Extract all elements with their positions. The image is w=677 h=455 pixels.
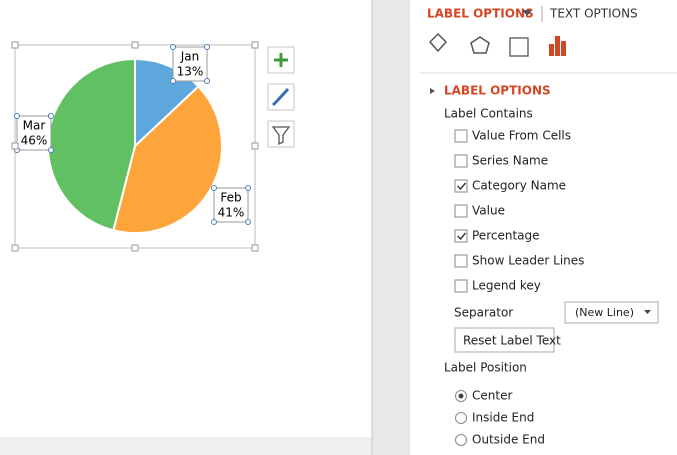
label-handle: [211, 185, 217, 191]
label-handle: [14, 113, 20, 119]
pane-gutter: [372, 0, 410, 455]
data-label-category: Mar: [23, 119, 46, 133]
checkbox[interactable]: [454, 179, 468, 193]
section-toggle[interactable]: [430, 88, 435, 94]
checkbox[interactable]: [454, 154, 468, 168]
label-handle: [245, 185, 251, 191]
checkbox-label[interactable]: Legend key: [472, 279, 541, 293]
radio[interactable]: [455, 412, 467, 424]
checkbox-label[interactable]: Value From Cells: [472, 129, 571, 143]
label-handle: [245, 219, 251, 225]
data-label-category: Feb: [220, 191, 241, 205]
label-handle: [48, 147, 54, 153]
checkbox[interactable]: [454, 254, 468, 268]
group-label: Label Contains: [444, 107, 533, 121]
checkbox-label[interactable]: Value: [472, 204, 505, 218]
brush-icon: [271, 87, 290, 107]
checkbox[interactable]: [454, 279, 468, 293]
radio-label[interactable]: Outside End: [472, 433, 545, 447]
tab-label-options[interactable]: LABEL OPTIONS: [427, 7, 534, 21]
tab-dropdown[interactable]: [522, 10, 532, 16]
fill-line-tab[interactable]: [428, 32, 448, 53]
frame-handle[interactable]: [11, 41, 19, 49]
frame-handle[interactable]: [251, 244, 259, 252]
data-label-box[interactable]: [16, 115, 52, 151]
data-label-box[interactable]: [213, 187, 249, 223]
frame-handle[interactable]: [11, 142, 19, 150]
radio-label[interactable]: Center: [472, 389, 512, 403]
radio[interactable]: [455, 434, 467, 446]
checkmark: [457, 182, 467, 191]
frame-handle[interactable]: [131, 41, 139, 49]
checkbox[interactable]: [454, 204, 468, 218]
separator-value[interactable]: (New Line): [575, 306, 634, 319]
separator-dropdown[interactable]: [564, 301, 659, 324]
format-pane: [410, 0, 677, 455]
radio-dot: [458, 393, 464, 399]
frame-handle[interactable]: [11, 244, 19, 252]
separator-label: Separator: [454, 306, 513, 320]
data-label-value: 41%: [218, 206, 245, 220]
icon-tabs: [428, 32, 566, 57]
frame-handle[interactable]: [251, 41, 259, 49]
checkmark: [457, 232, 467, 241]
data-label-box[interactable]: [172, 46, 208, 82]
chart-tools: [267, 46, 295, 148]
label-handle: [170, 78, 176, 84]
tab-text-options[interactable]: TEXT OPTIONS: [549, 7, 638, 21]
data-label-value: 46%: [21, 134, 48, 148]
position-label: Label Position: [444, 361, 527, 375]
frame-handle[interactable]: [251, 142, 259, 150]
pie-slice: [112, 85, 223, 234]
options-tab[interactable]: [549, 36, 566, 56]
effects-tab[interactable]: [470, 36, 490, 54]
checkbox[interactable]: [454, 129, 468, 143]
section-title[interactable]: LABEL OPTIONS: [444, 84, 551, 98]
dropdown-arrow: [644, 310, 651, 314]
reset-button[interactable]: [454, 327, 555, 353]
label-handle: [204, 78, 210, 84]
notes-bar: [0, 437, 372, 455]
data-label-value: 13%: [177, 65, 204, 79]
frame-handle[interactable]: [131, 244, 139, 252]
checkbox-label[interactable]: Show Leader Lines: [472, 254, 584, 268]
filter-icon: [271, 126, 291, 146]
checkbox[interactable]: [454, 229, 468, 243]
label-handle: [48, 113, 54, 119]
size-tab[interactable]: [509, 37, 529, 57]
checkbox-label[interactable]: Category Name: [472, 179, 566, 193]
label-handle: [170, 44, 176, 50]
label-handle: [211, 219, 217, 225]
label-handle: [204, 44, 210, 50]
plus-icon: [274, 53, 288, 67]
reset-button-label[interactable]: Reset Label Text: [463, 334, 561, 348]
checkbox-label[interactable]: Series Name: [472, 154, 548, 168]
checkbox-label[interactable]: Percentage: [472, 229, 540, 243]
radio-label[interactable]: Inside End: [472, 411, 534, 425]
data-label-category: Jan: [180, 50, 200, 64]
